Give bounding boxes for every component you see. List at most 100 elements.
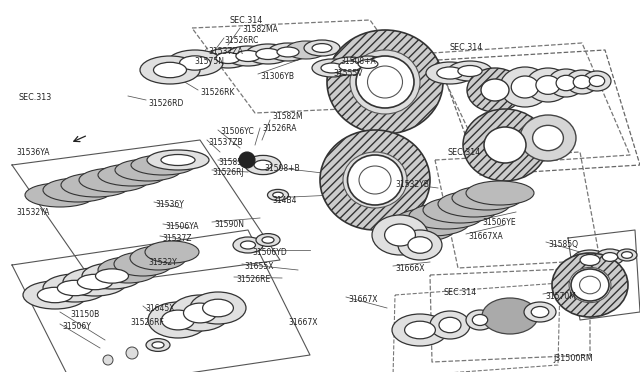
Ellipse shape bbox=[256, 48, 280, 60]
Text: 31537Z: 31537Z bbox=[162, 234, 191, 243]
Ellipse shape bbox=[152, 342, 164, 348]
Ellipse shape bbox=[580, 254, 600, 266]
Text: SEC.313: SEC.313 bbox=[18, 93, 51, 102]
Ellipse shape bbox=[245, 155, 281, 174]
Ellipse shape bbox=[372, 215, 428, 255]
Ellipse shape bbox=[531, 307, 548, 317]
Ellipse shape bbox=[268, 43, 308, 61]
Ellipse shape bbox=[548, 69, 584, 97]
Ellipse shape bbox=[409, 203, 483, 229]
Text: 31532YA: 31532YA bbox=[16, 208, 49, 217]
Text: SEC.314: SEC.314 bbox=[444, 288, 477, 297]
Text: 31667XA: 31667XA bbox=[468, 232, 503, 241]
Ellipse shape bbox=[367, 66, 403, 98]
Ellipse shape bbox=[484, 127, 526, 163]
Text: 31506YA: 31506YA bbox=[165, 222, 198, 231]
Text: J31500RM: J31500RM bbox=[553, 354, 593, 363]
Text: SEC.314: SEC.314 bbox=[448, 148, 481, 157]
Text: 31508+A: 31508+A bbox=[340, 57, 376, 66]
Ellipse shape bbox=[206, 48, 250, 68]
Ellipse shape bbox=[161, 310, 195, 330]
Text: 31655X: 31655X bbox=[244, 262, 273, 271]
Text: SEC.314: SEC.314 bbox=[230, 16, 263, 25]
Text: 31526RF: 31526RF bbox=[130, 318, 164, 327]
Ellipse shape bbox=[436, 67, 463, 79]
Ellipse shape bbox=[273, 192, 284, 198]
Ellipse shape bbox=[580, 276, 600, 294]
Ellipse shape bbox=[277, 47, 299, 57]
Text: 31667X: 31667X bbox=[288, 318, 317, 327]
Ellipse shape bbox=[552, 253, 628, 317]
Ellipse shape bbox=[61, 173, 131, 197]
Ellipse shape bbox=[452, 186, 522, 210]
Ellipse shape bbox=[426, 62, 474, 84]
Ellipse shape bbox=[556, 75, 576, 91]
Ellipse shape bbox=[359, 166, 391, 194]
Ellipse shape bbox=[356, 56, 414, 108]
Ellipse shape bbox=[343, 152, 407, 208]
Ellipse shape bbox=[572, 250, 608, 270]
Ellipse shape bbox=[430, 311, 470, 339]
Ellipse shape bbox=[114, 252, 172, 276]
Ellipse shape bbox=[330, 57, 370, 75]
Ellipse shape bbox=[167, 50, 223, 76]
Text: 31526RA: 31526RA bbox=[262, 124, 296, 133]
Ellipse shape bbox=[398, 230, 442, 260]
Ellipse shape bbox=[246, 44, 290, 64]
Ellipse shape bbox=[482, 298, 538, 334]
Ellipse shape bbox=[350, 50, 420, 114]
Text: 31667X: 31667X bbox=[348, 295, 378, 304]
Text: 31590N: 31590N bbox=[214, 220, 244, 229]
Ellipse shape bbox=[63, 268, 127, 296]
Ellipse shape bbox=[241, 241, 255, 249]
Ellipse shape bbox=[439, 317, 461, 333]
Ellipse shape bbox=[140, 56, 200, 84]
Ellipse shape bbox=[146, 339, 170, 352]
Ellipse shape bbox=[58, 280, 93, 296]
Ellipse shape bbox=[145, 241, 199, 263]
Ellipse shape bbox=[385, 224, 415, 246]
Ellipse shape bbox=[148, 302, 208, 338]
Ellipse shape bbox=[481, 79, 509, 101]
Text: 31575N: 31575N bbox=[194, 57, 224, 66]
Ellipse shape bbox=[583, 71, 611, 91]
Ellipse shape bbox=[602, 253, 618, 262]
Ellipse shape bbox=[216, 52, 240, 64]
Ellipse shape bbox=[43, 274, 107, 302]
Ellipse shape bbox=[312, 44, 332, 52]
Ellipse shape bbox=[472, 314, 488, 326]
Ellipse shape bbox=[394, 208, 470, 236]
Text: 31508+B: 31508+B bbox=[264, 164, 300, 173]
Ellipse shape bbox=[526, 68, 570, 102]
Ellipse shape bbox=[154, 62, 186, 78]
Ellipse shape bbox=[37, 287, 72, 303]
Circle shape bbox=[239, 152, 255, 168]
Ellipse shape bbox=[77, 274, 113, 290]
Ellipse shape bbox=[463, 109, 547, 181]
Ellipse shape bbox=[170, 295, 230, 331]
Text: 31582M: 31582M bbox=[272, 112, 303, 121]
Ellipse shape bbox=[236, 51, 260, 61]
Text: 31582MA: 31582MA bbox=[242, 25, 278, 34]
Ellipse shape bbox=[573, 76, 591, 89]
Text: 31526RK: 31526RK bbox=[200, 88, 234, 97]
Ellipse shape bbox=[327, 30, 443, 134]
Ellipse shape bbox=[233, 237, 263, 253]
Text: 314B4: 314B4 bbox=[272, 196, 296, 205]
Text: 31536Y: 31536Y bbox=[155, 200, 184, 209]
Text: 31555V: 31555V bbox=[333, 69, 362, 78]
Ellipse shape bbox=[321, 63, 343, 73]
Ellipse shape bbox=[423, 197, 497, 223]
Ellipse shape bbox=[438, 191, 510, 217]
Text: 31536YA: 31536YA bbox=[16, 148, 49, 157]
Text: 31532Y: 31532Y bbox=[148, 258, 177, 267]
Ellipse shape bbox=[203, 299, 234, 317]
Ellipse shape bbox=[130, 246, 186, 270]
Text: 31506YE: 31506YE bbox=[482, 218, 516, 227]
Ellipse shape bbox=[408, 237, 432, 253]
Ellipse shape bbox=[524, 302, 556, 322]
Text: 31570M: 31570M bbox=[545, 292, 576, 301]
Ellipse shape bbox=[115, 159, 181, 181]
Ellipse shape bbox=[596, 249, 624, 265]
Ellipse shape bbox=[254, 160, 272, 170]
